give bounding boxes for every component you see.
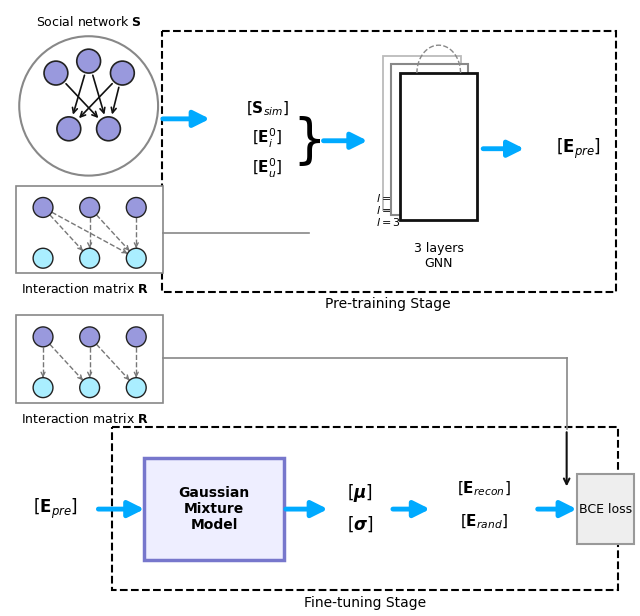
- Text: $[\mathbf{E}_i^0]$: $[\mathbf{E}_i^0]$: [252, 127, 282, 150]
- Circle shape: [57, 117, 81, 141]
- Text: $[\mathbf{E}_{rand}]$: $[\mathbf{E}_{rand}]$: [460, 513, 508, 531]
- Text: $l=3$: $l=3$: [376, 216, 401, 229]
- Circle shape: [111, 61, 134, 85]
- Circle shape: [33, 378, 53, 397]
- Circle shape: [33, 327, 53, 347]
- FancyBboxPatch shape: [144, 458, 284, 560]
- Text: $[\mathbf{S}_{sim}]$: $[\mathbf{S}_{sim}]$: [246, 100, 289, 118]
- Circle shape: [97, 117, 120, 141]
- Circle shape: [33, 248, 53, 268]
- Text: $[\boldsymbol{\sigma}]$: $[\boldsymbol{\sigma}]$: [347, 514, 374, 534]
- Text: $[\mathbf{E}_{pre}]$: $[\mathbf{E}_{pre}]$: [33, 497, 78, 521]
- Circle shape: [33, 198, 53, 217]
- Text: $[\mathbf{E}_{pre}]$: $[\mathbf{E}_{pre}]$: [556, 137, 601, 161]
- Text: $[\boldsymbol{\mu}]$: $[\boldsymbol{\mu}]$: [348, 482, 373, 504]
- FancyBboxPatch shape: [16, 315, 163, 403]
- Circle shape: [44, 61, 68, 85]
- FancyBboxPatch shape: [16, 185, 163, 273]
- Circle shape: [80, 198, 100, 217]
- Circle shape: [126, 198, 146, 217]
- Text: BCE loss: BCE loss: [579, 503, 632, 516]
- Text: $[\mathbf{E}_{recon}]$: $[\mathbf{E}_{recon}]$: [458, 480, 511, 498]
- FancyBboxPatch shape: [577, 474, 634, 544]
- Text: $l=1$: $l=1$: [376, 192, 401, 205]
- FancyBboxPatch shape: [391, 64, 468, 216]
- Text: Social network $\mathbf{S}$: Social network $\mathbf{S}$: [36, 15, 141, 30]
- Text: $[\mathbf{E}_u^0]$: $[\mathbf{E}_u^0]$: [252, 157, 282, 180]
- Circle shape: [80, 378, 100, 397]
- Text: Pre-training Stage: Pre-training Stage: [325, 297, 451, 311]
- Text: $l=2$: $l=2$: [376, 205, 401, 216]
- Text: Fine-tuning Stage: Fine-tuning Stage: [304, 596, 426, 610]
- Circle shape: [80, 248, 100, 268]
- Text: Interaction matrix $\mathbf{R}$: Interaction matrix $\mathbf{R}$: [21, 411, 149, 426]
- FancyBboxPatch shape: [400, 73, 477, 221]
- Text: Gaussian
Mixture
Model: Gaussian Mixture Model: [179, 486, 250, 532]
- Circle shape: [80, 327, 100, 347]
- Circle shape: [77, 49, 100, 73]
- Text: $\}$: $\}$: [292, 114, 321, 168]
- Circle shape: [126, 327, 146, 347]
- FancyBboxPatch shape: [383, 56, 461, 211]
- Circle shape: [126, 378, 146, 397]
- Text: Interaction matrix $\mathbf{R}$: Interaction matrix $\mathbf{R}$: [21, 282, 149, 296]
- Circle shape: [126, 248, 146, 268]
- Text: 3 layers
GNN: 3 layers GNN: [414, 242, 463, 270]
